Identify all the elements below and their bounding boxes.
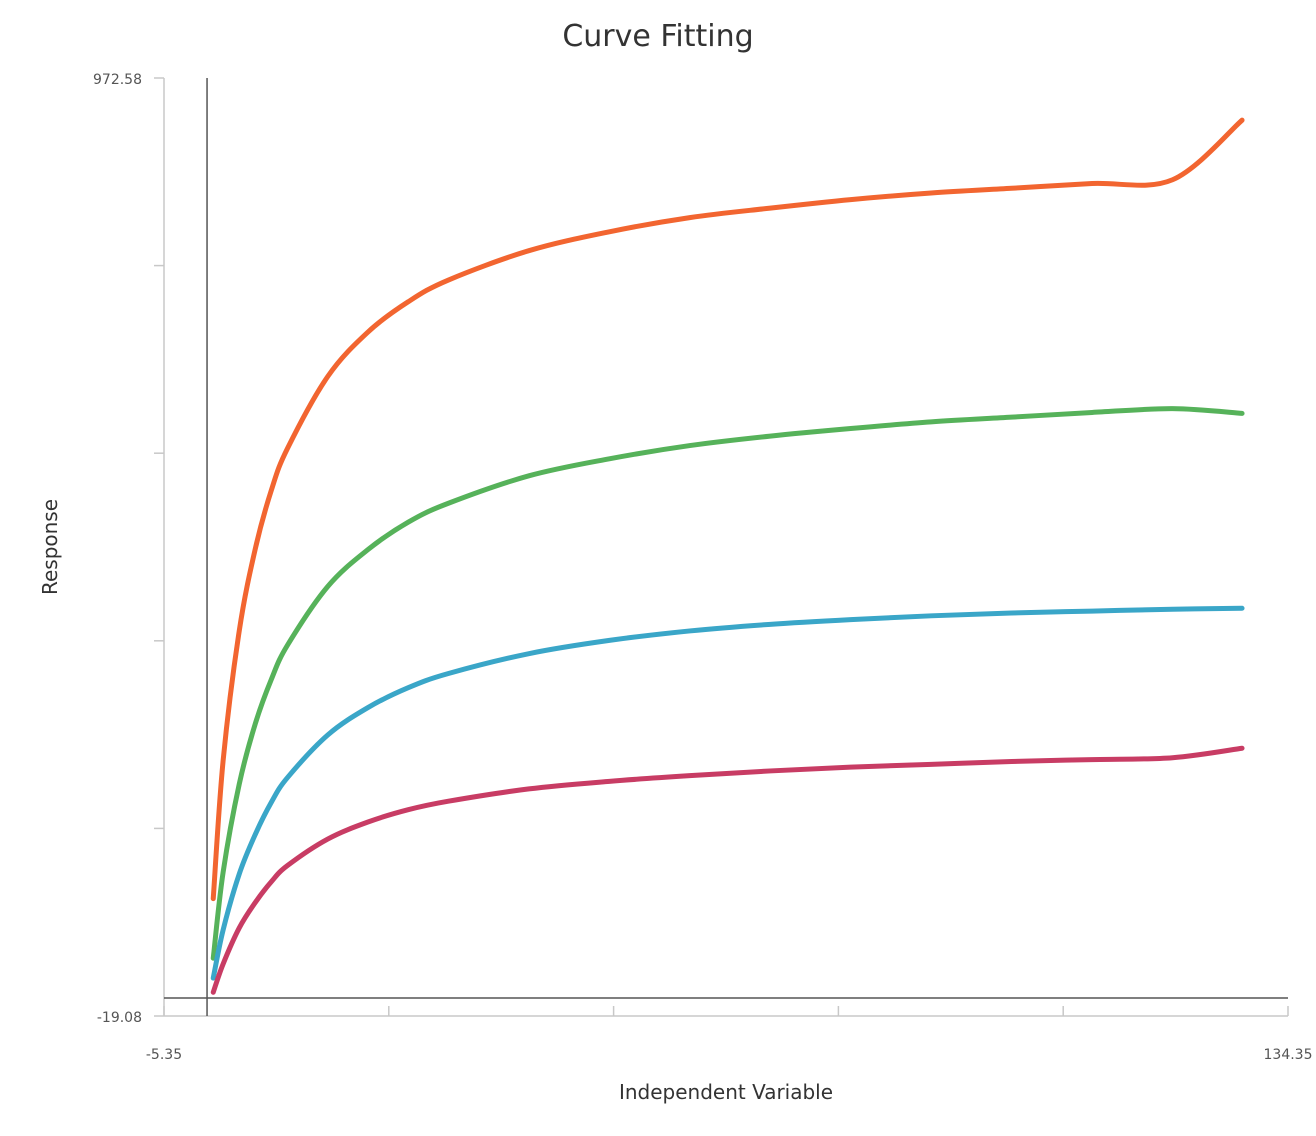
- axis-ticks: [154, 77, 1289, 1017]
- series-line-1: [210, 406, 1245, 961]
- y-axis-label: Response: [38, 499, 62, 595]
- series-line-0: [210, 117, 1245, 902]
- y-tick-label-min: -19.08: [97, 1010, 142, 1026]
- series-line-3: [210, 745, 1245, 995]
- series-line-2: [210, 605, 1245, 981]
- x-axis-label: Independent Variable: [619, 1080, 833, 1104]
- series-group: [210, 117, 1245, 995]
- y-tick-label-max: 972.58: [93, 72, 142, 88]
- x-tick-label-max: 134.35: [1264, 1047, 1313, 1063]
- x-tick-label-min: -5.35: [146, 1047, 182, 1063]
- chart-title: Curve Fitting: [562, 19, 753, 54]
